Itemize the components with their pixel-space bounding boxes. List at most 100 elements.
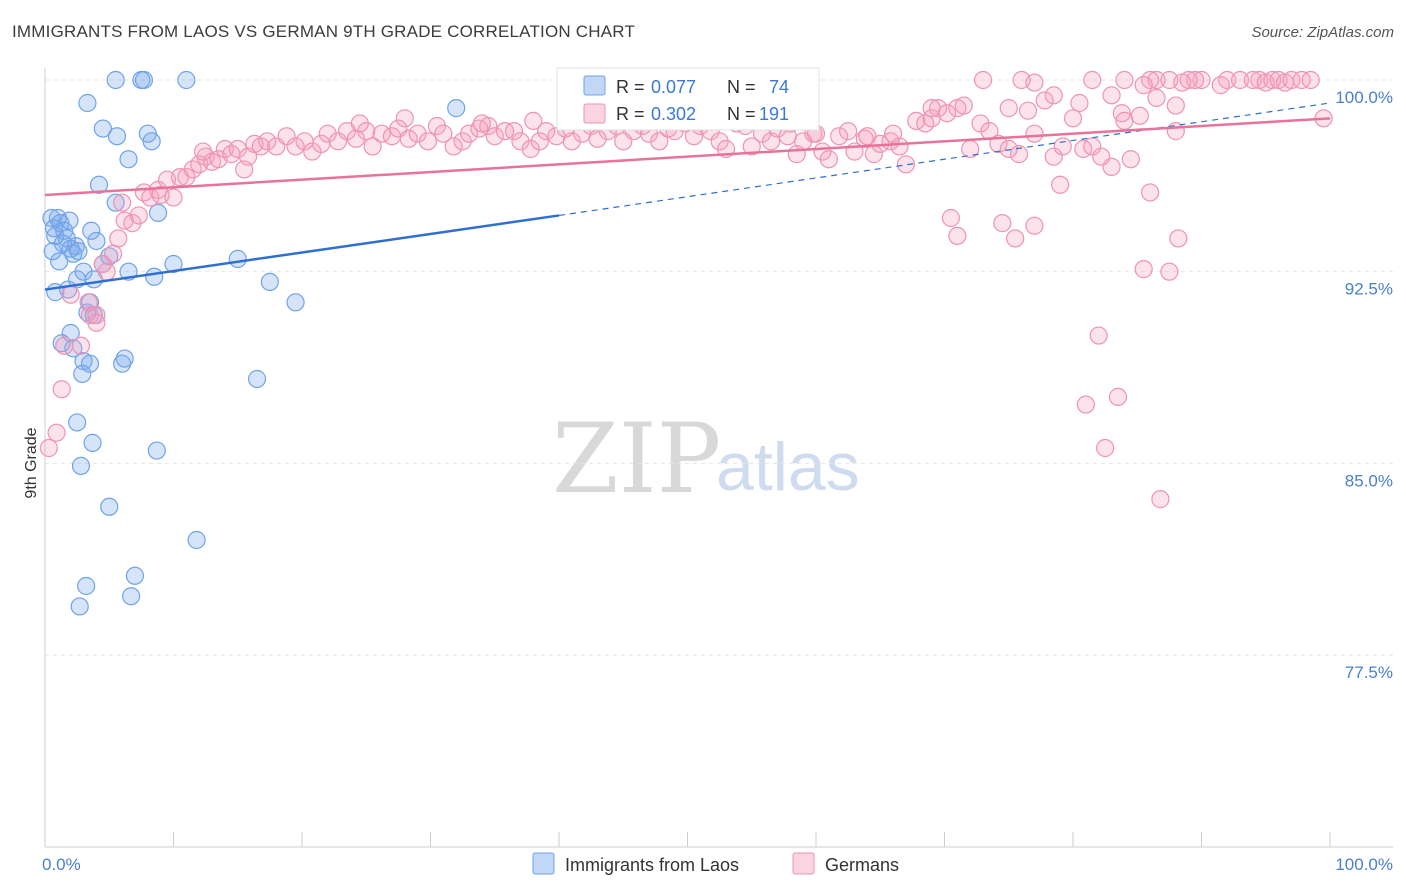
laos-point	[82, 221, 101, 240]
germans-point	[87, 306, 106, 325]
germans-point	[258, 132, 277, 151]
laos-point	[247, 369, 267, 389]
y-tick-labels: 100.0% 92.5% 85.0% 77.5%	[1335, 88, 1393, 682]
legend-item-germans-label: Germans	[825, 855, 899, 875]
laos-point	[164, 254, 183, 274]
germans-point	[47, 423, 66, 442]
y-axis-label: 9th Grade	[23, 427, 40, 498]
germans-point	[858, 127, 877, 146]
laos-point	[121, 587, 141, 606]
germans-point	[1012, 70, 1031, 90]
y-tick-label: 92.5%	[1345, 280, 1393, 299]
laos-point	[134, 70, 154, 90]
germans-point	[883, 124, 903, 143]
laos-point	[89, 175, 109, 194]
germans-point	[61, 285, 80, 304]
germans-point	[1121, 150, 1140, 169]
germans-point	[650, 132, 669, 151]
legend-r-value-1: 0.077	[651, 77, 696, 97]
laos-point	[228, 249, 247, 268]
germans-point	[39, 438, 58, 458]
laos-point	[119, 150, 138, 169]
x-tick-label-max: 100.0%	[1335, 855, 1393, 874]
germans-point	[485, 127, 504, 146]
germans-point	[1169, 229, 1188, 248]
germans-point	[1218, 70, 1237, 90]
germans-point	[1083, 137, 1102, 156]
germans-point	[1115, 70, 1134, 90]
germans-point	[1160, 70, 1179, 90]
chart-source: Source: ZipAtlas.com	[1251, 24, 1394, 41]
germans-point	[277, 127, 296, 146]
legend-swatch-blue	[583, 75, 606, 96]
laos-point	[74, 262, 93, 281]
legend-item-laos-label: Immigrants from Laos	[565, 855, 739, 875]
germans-point	[1115, 111, 1134, 130]
legend-swatch-pink	[583, 103, 606, 124]
germans-point	[1051, 175, 1070, 194]
germans-point	[1025, 124, 1044, 143]
germans-point	[112, 193, 132, 212]
laos-trend-line	[44, 214, 560, 291]
germans-point	[328, 132, 348, 151]
germans-point	[1006, 229, 1025, 248]
germans-point	[819, 150, 838, 169]
laos-point	[107, 127, 127, 146]
germans-point	[346, 129, 366, 148]
stats-legend: R = 0.077 N = 74 R = 0.302 N = 191	[556, 67, 820, 131]
germans-trend-line	[44, 117, 1331, 197]
germans-point	[71, 336, 91, 355]
watermark-atlas: atlas	[716, 429, 860, 505]
laos-point	[447, 99, 466, 118]
germans-point	[1282, 70, 1301, 90]
germans-point	[1130, 106, 1149, 125]
germans-point	[350, 114, 369, 133]
laos-point	[52, 334, 71, 353]
germans-point	[530, 132, 549, 151]
germans-point	[941, 208, 961, 228]
germans-point	[459, 124, 479, 143]
germans-point	[999, 99, 1018, 118]
laos-point	[115, 349, 134, 368]
stats-legend-frame	[556, 67, 820, 131]
laos-point	[73, 364, 92, 383]
germans-point	[1044, 86, 1063, 105]
germans-point	[524, 111, 543, 130]
germans-point	[87, 313, 106, 332]
laos-trend-extension	[558, 102, 1331, 217]
germans-point	[948, 226, 967, 245]
germans-point	[399, 129, 418, 148]
laos-point	[43, 242, 62, 261]
germans-point	[1044, 147, 1063, 166]
laos-point	[187, 530, 206, 550]
germans-point	[55, 336, 74, 355]
laos-point	[78, 93, 97, 113]
germans-point	[97, 262, 116, 281]
germans-point	[193, 142, 213, 161]
germans-point	[1096, 438, 1115, 458]
germans-point	[52, 380, 71, 399]
germans-point	[1192, 70, 1211, 90]
germans-point	[742, 137, 761, 156]
germans-point	[1108, 387, 1128, 406]
laos-point	[69, 242, 88, 261]
germans-point	[1102, 157, 1121, 176]
germans-point	[1025, 216, 1044, 235]
germans-point	[1089, 326, 1108, 345]
germans-point	[1018, 101, 1038, 120]
x-tick-marks	[44, 832, 1331, 847]
x-tick-label-min: 0.0%	[42, 855, 81, 874]
germans-point	[1301, 70, 1320, 90]
laos-point	[286, 293, 305, 312]
germans-point	[1035, 91, 1054, 110]
laos-point	[147, 441, 166, 460]
germans-point	[1083, 70, 1102, 90]
germans-point	[504, 122, 524, 141]
germans-point	[286, 137, 305, 156]
trend-lines	[44, 102, 1331, 291]
germans-point	[1140, 183, 1160, 202]
germans-point	[472, 114, 491, 133]
laos-point	[50, 252, 69, 271]
laos-point	[83, 433, 102, 452]
y-tick-label: 85.0%	[1345, 471, 1393, 490]
